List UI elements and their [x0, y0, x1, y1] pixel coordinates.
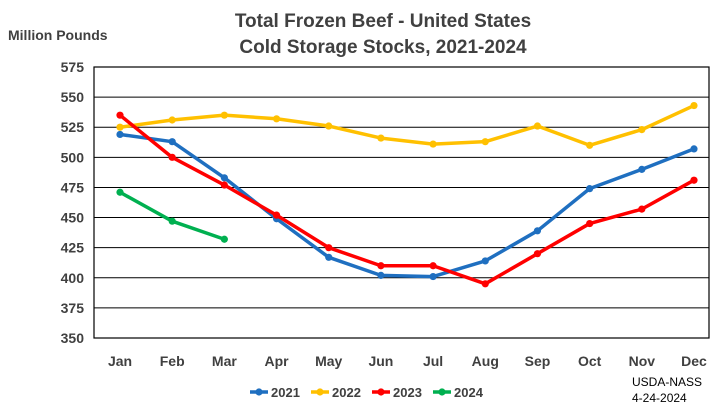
x-tick-label: Apr [264, 353, 289, 369]
data-point [168, 217, 176, 225]
legend-marker [255, 388, 263, 396]
data-point [586, 185, 594, 193]
data-point [429, 272, 437, 281]
data-point [325, 253, 333, 261]
data-point [690, 145, 698, 153]
x-tick-label: Jun [368, 353, 393, 369]
y-tick-label: 400 [61, 270, 85, 286]
data-point [533, 250, 542, 258]
y-tick-label: 450 [61, 210, 85, 226]
x-tick-label: Dec [681, 353, 707, 369]
data-point [220, 111, 228, 119]
data-point [586, 141, 594, 149]
data-point [220, 181, 228, 189]
date-label: 4-24-2024 [632, 391, 687, 405]
chart-subtitle: Cold Storage Stocks, 2021-2024 [239, 37, 527, 58]
data-point [377, 134, 385, 142]
data-point [220, 174, 228, 182]
chart-title: Total Frozen Beef - United States [235, 11, 531, 32]
data-point [586, 219, 594, 228]
data-point [168, 153, 176, 161]
legend-item: 2022 [311, 385, 361, 400]
legend-item: 2021 [250, 385, 300, 400]
legend-label: 2021 [271, 385, 300, 400]
x-tick-label: Feb [160, 353, 185, 369]
data-point [325, 122, 333, 130]
legend-item: 2023 [372, 385, 422, 400]
series-line [118, 132, 696, 279]
y-tick-label: 475 [61, 179, 85, 195]
y-axis-label: Million Pounds [8, 27, 108, 43]
x-tick-label: Nov [629, 353, 656, 369]
legend-label: 2024 [454, 385, 484, 400]
series-2021 [116, 130, 698, 281]
data-point [377, 262, 385, 270]
series-2023 [116, 111, 698, 288]
x-tick-label: Oct [578, 353, 602, 369]
data-point [690, 101, 698, 110]
data-point [272, 115, 281, 123]
data-point [481, 280, 489, 288]
legend-label: 2022 [332, 385, 361, 400]
series-2024 [116, 188, 228, 243]
gridlines [94, 96, 709, 309]
x-tick-label: Aug [472, 353, 499, 369]
data-point [272, 211, 281, 219]
y-tick-label: 425 [61, 240, 85, 256]
data-point [638, 205, 646, 213]
legend-marker [377, 388, 385, 396]
y-tick-label: 375 [61, 300, 85, 316]
data-point [220, 235, 228, 243]
data-point [429, 262, 437, 270]
y-tick-label: 350 [61, 330, 85, 346]
data-point [168, 116, 176, 124]
data-point [116, 123, 124, 131]
series-group [116, 101, 698, 288]
data-point [638, 165, 646, 173]
x-tick-label: Sep [525, 353, 551, 369]
data-point [168, 138, 176, 146]
data-point [116, 188, 124, 196]
y-tick-label: 550 [61, 89, 85, 105]
data-point [429, 140, 437, 148]
data-point [325, 244, 333, 252]
data-point [690, 176, 698, 184]
x-tick-label: Mar [212, 353, 237, 369]
legend-marker [438, 388, 446, 396]
data-point [116, 111, 124, 119]
legend-label: 2023 [393, 385, 422, 400]
x-axis-ticks: Jan Feb Mar Apr May Jun Jul Aug Sep Oct Nov Dec [108, 353, 707, 369]
data-point [481, 257, 489, 265]
y-tick-label: 525 [61, 119, 85, 135]
x-tick-label: Jan [108, 353, 132, 369]
x-tick-label: Jul [423, 353, 443, 369]
y-axis-ticks: 350 375 400 425 450 475 500 525 550 575 [61, 59, 85, 346]
legend-item: 2024 [433, 385, 484, 400]
data-point [481, 138, 489, 146]
source-label: USDA-NASS [632, 375, 702, 389]
series-2022 [116, 101, 698, 149]
series-line [118, 113, 696, 286]
data-point [533, 122, 542, 130]
legend: 2021 2022 2023 2024 [250, 385, 484, 400]
y-tick-label: 500 [61, 149, 85, 165]
legend-marker [316, 388, 324, 396]
data-point [638, 126, 646, 134]
data-point [116, 130, 124, 139]
data-point [377, 271, 385, 279]
series-line [118, 103, 696, 148]
data-point [533, 227, 542, 235]
x-tick-label: May [315, 353, 342, 369]
y-tick-label: 575 [61, 59, 85, 75]
plot-area-border [93, 66, 710, 339]
